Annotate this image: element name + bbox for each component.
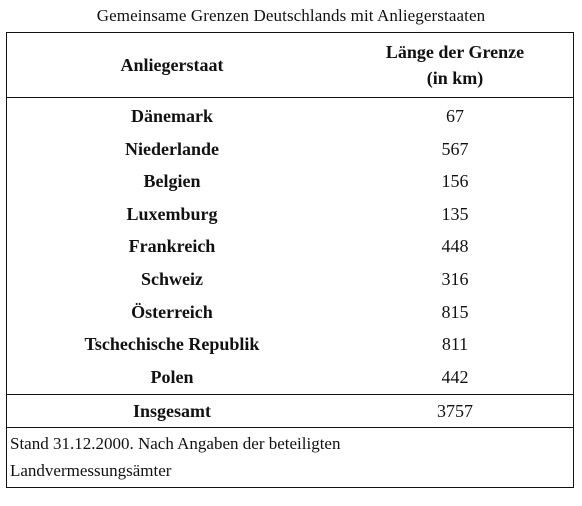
table-row: Niederlande 567 (7, 133, 573, 166)
table-row: Tschechische Republik 811 (7, 328, 573, 361)
border-length: 316 (441, 268, 469, 289)
header-country: Anliegerstaat (120, 54, 224, 75)
border-table: Anliegerstaat Länge der Grenze (in km) D… (6, 32, 574, 488)
country-name: Dänemark (131, 106, 213, 126)
country-name: Niederlande (125, 138, 219, 159)
country-name: Belgien (143, 171, 201, 192)
table-row: Belgien 156 (7, 165, 573, 198)
total-value: 3757 (437, 401, 473, 421)
border-length: 811 (441, 334, 469, 355)
table-body: Dänemark 67 Niederlande 567 Belgien 156 … (7, 100, 573, 393)
table-row: Österreich 815 (7, 296, 573, 329)
country-name: Tschechische Republik (84, 334, 260, 355)
border-length: 156 (441, 171, 469, 192)
table-row: Luxemburg 135 (7, 198, 573, 231)
source-note-line: Landvermessungsämter (10, 461, 172, 480)
country-name: Polen (150, 366, 194, 387)
table-header: Anliegerstaat Länge der Grenze (in km) (7, 33, 573, 98)
table-row: Frankreich 448 (7, 230, 573, 263)
country-name: Luxemburg (126, 203, 218, 224)
border-length: 135 (441, 203, 469, 224)
table-row: Polen 442 (7, 361, 573, 394)
table-caption: Gemeinsame Grenzen Deutschlands mit Anli… (96, 6, 486, 25)
border-length: 442 (441, 366, 469, 387)
border-length: 67 (446, 106, 464, 126)
header-length: Länge der Grenze (in km) (337, 33, 573, 97)
country-name: Frankreich (128, 236, 216, 257)
source-note: Stand 31.12.2000. Nach Angaben der betei… (10, 430, 550, 484)
header-length-label: Länge der Grenze (385, 42, 525, 62)
table-row: Schweiz 316 (7, 263, 573, 296)
country-name: Schweiz (141, 268, 203, 289)
total-row: Insgesamt 3757 (7, 394, 573, 428)
table-row: Dänemark 67 (7, 100, 573, 133)
total-label: Insgesamt (132, 401, 211, 421)
border-length: 448 (441, 236, 469, 257)
header-length-unit: (in km) (426, 68, 484, 88)
source-note-line: Stand 31.12.2000. Nach Angaben der betei… (10, 434, 341, 453)
border-length: 567 (441, 138, 469, 159)
country-name: Österreich (131, 301, 213, 322)
border-length: 815 (441, 301, 469, 322)
